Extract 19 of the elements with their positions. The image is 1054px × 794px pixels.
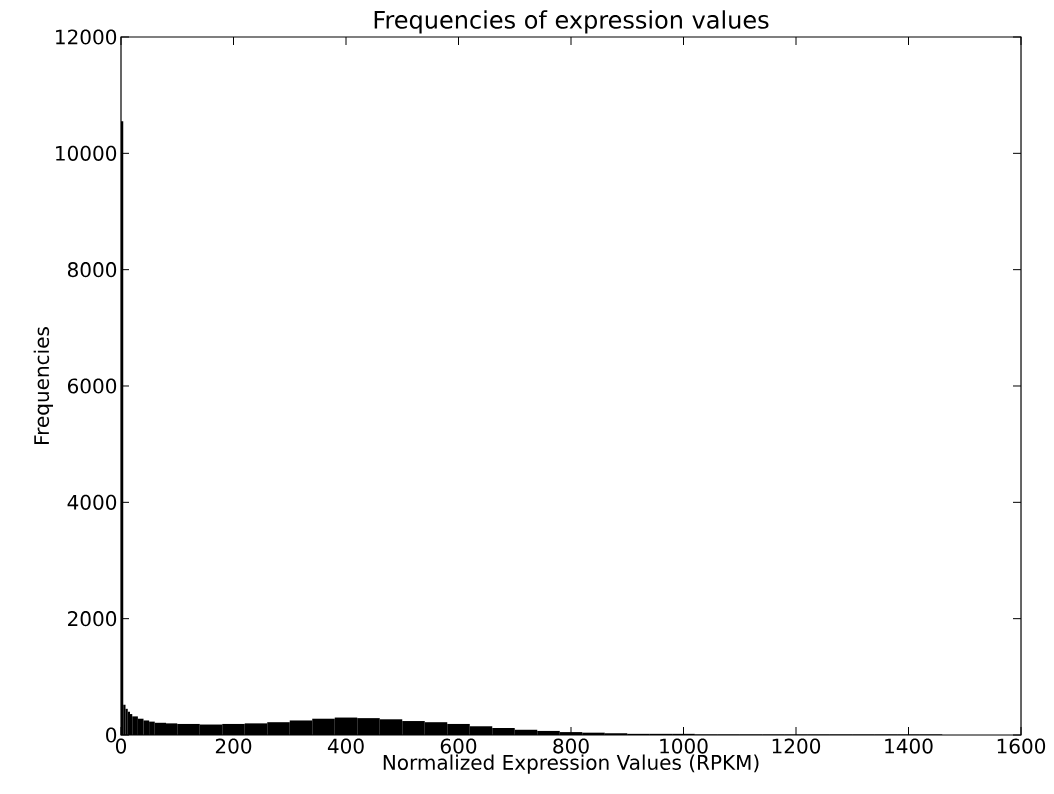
y-tick-label: 6000 <box>67 378 117 394</box>
y-axis-title: Frequencies <box>33 327 54 444</box>
y-tick-label: 8000 <box>67 262 117 278</box>
y-tick-label: 4000 <box>67 494 117 510</box>
x-tick-label: 800 <box>553 738 589 754</box>
x-tick-label: 1200 <box>772 738 821 754</box>
chart-title: Frequencies of expression values <box>374 10 769 34</box>
x-tick-label: 1000 <box>660 738 708 754</box>
y-tick-label: 10000 <box>56 145 117 161</box>
x-axis-title: Normalized Expression Values (RPKM) <box>383 754 759 774</box>
x-tick-label: 600 <box>440 738 477 754</box>
y-tick-label: 0 <box>106 727 117 743</box>
x-tick-label: 400 <box>327 738 364 754</box>
x-tick-label: 1400 <box>885 738 933 754</box>
x-tick-label: 1600 <box>997 738 1046 754</box>
y-tick-label: 12000 <box>56 29 117 45</box>
y-tick-label: 2000 <box>68 611 117 627</box>
x-tick-label: 200 <box>215 738 252 754</box>
x-tick-label: 0 <box>115 738 127 754</box>
